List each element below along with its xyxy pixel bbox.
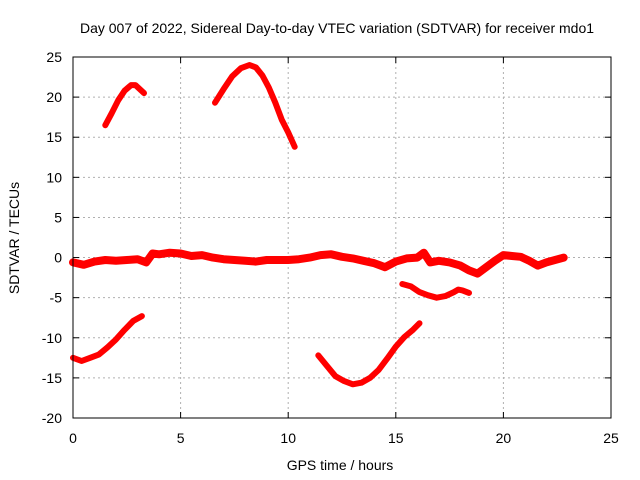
axis-ticks: 0 5 10 15 20 25 -20 -15 -10 -5 0 5 10 15 20 25	[42, 49, 619, 446]
y-tick-label: 25	[46, 49, 62, 65]
series-layer	[69, 62, 568, 388]
series-line-baseline	[69, 248, 568, 278]
x-tick-label: 10	[280, 430, 296, 446]
y-tick-label: 10	[46, 169, 62, 185]
series-line-arc-d	[315, 320, 423, 388]
x-tick-label: 0	[69, 430, 77, 446]
series-line-arc-a	[102, 82, 147, 129]
x-tick-label: 15	[388, 430, 404, 446]
y-axis-title: SDTVAR / TECUs	[6, 182, 22, 294]
y-tick-label: -20	[42, 410, 62, 426]
chart-title: Day 007 of 2022, Sidereal Day-to-day VTE…	[80, 20, 594, 36]
y-tick-label: 15	[46, 129, 62, 145]
series-line-arc-c	[70, 313, 145, 364]
grid-lines	[73, 57, 611, 418]
y-tick-label: 0	[54, 250, 62, 266]
y-tick-label: 20	[46, 89, 62, 105]
x-tick-label: 5	[177, 430, 185, 446]
y-tick-label: -5	[50, 290, 63, 306]
x-tick-label: 25	[603, 430, 619, 446]
plot-frame	[72, 56, 612, 419]
y-tick-label: -10	[42, 330, 62, 346]
y-tick-label: -15	[42, 370, 62, 386]
x-axis-title: GPS time / hours	[287, 457, 394, 473]
series-line-arc-e	[399, 281, 472, 301]
x-tick-label: 20	[496, 430, 512, 446]
series-line-arc-b	[212, 62, 298, 150]
y-tick-label: 5	[54, 209, 62, 225]
